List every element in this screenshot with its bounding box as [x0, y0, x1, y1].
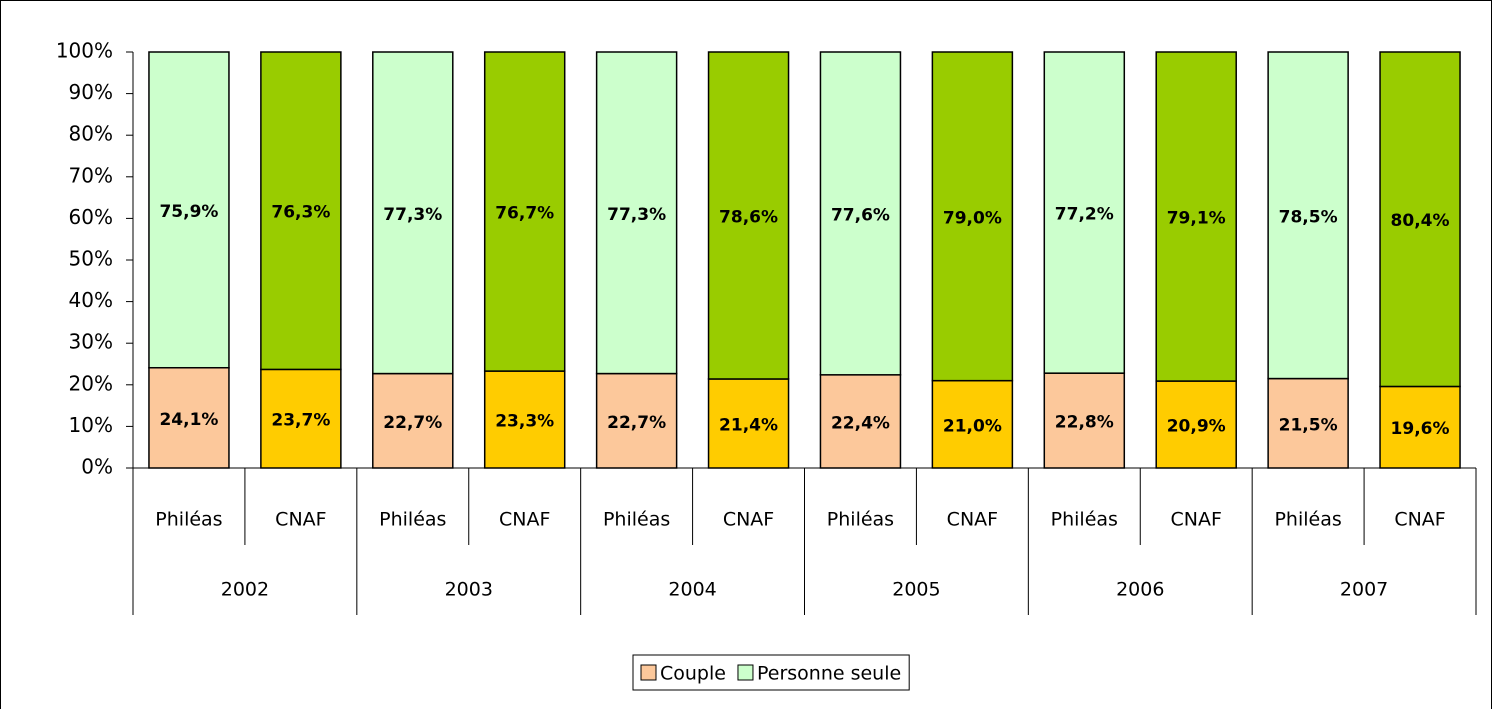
bar-segment — [1379, 51, 1461, 388]
y-tick-label: 20% — [69, 371, 113, 395]
data-label: 77,3% — [383, 205, 442, 225]
legend-label: Couple — [660, 663, 726, 685]
bar-segment — [148, 366, 230, 469]
bar-segment — [819, 51, 902, 376]
y-tick-label: 50% — [69, 247, 113, 271]
legend-label: Personne seule — [757, 663, 901, 685]
bar-segment — [819, 374, 902, 469]
group-label: 2004 — [668, 579, 716, 601]
data-label: 22,7% — [383, 413, 442, 433]
x-tick-label: Philéas — [827, 509, 894, 531]
bar-segment — [707, 51, 790, 380]
y-tick-label: 70% — [69, 163, 113, 187]
x-tick-label: Philéas — [155, 509, 222, 531]
bar-segment — [1379, 385, 1461, 469]
bar-segment — [707, 378, 790, 469]
x-tick-label: Philéas — [603, 509, 670, 531]
data-label: 22,4% — [831, 413, 890, 433]
bar-segment — [260, 51, 342, 371]
bar-segment — [148, 51, 230, 369]
data-label: 77,3% — [607, 205, 666, 225]
bar-segment — [1267, 377, 1349, 469]
data-label: 22,8% — [1055, 413, 1114, 433]
data-label: 80,4% — [1391, 211, 1450, 231]
bar-segment — [1043, 51, 1126, 374]
group-label: 2005 — [892, 579, 940, 601]
group-label: 2003 — [445, 579, 493, 601]
bar-segment — [1155, 380, 1237, 469]
bar-segment — [931, 379, 1014, 469]
bar-segment — [595, 51, 678, 375]
x-tick-label: CNAF — [499, 509, 550, 531]
bar-segment — [483, 51, 566, 372]
data-label: 22,7% — [607, 413, 666, 433]
x-tick-label: CNAF — [723, 509, 774, 531]
data-label: 75,9% — [159, 202, 218, 222]
x-tick-label: CNAF — [1394, 509, 1445, 531]
data-label: 78,5% — [1279, 207, 1338, 227]
x-tick-label: CNAF — [275, 509, 326, 531]
legend-swatch — [737, 664, 754, 681]
x-tick-label: Philéas — [1274, 509, 1341, 531]
bar-segment — [595, 372, 678, 469]
y-tick-label: 10% — [69, 413, 113, 437]
bar-segment — [1043, 372, 1126, 469]
data-label: 79,1% — [1167, 209, 1226, 229]
y-tick-label: 60% — [69, 205, 113, 229]
data-label: 79,0% — [943, 208, 1002, 228]
bar-segment — [260, 368, 342, 469]
data-label: 21,4% — [719, 415, 778, 435]
y-tick-label: 0% — [81, 455, 113, 479]
bar-segment — [931, 51, 1014, 382]
data-label: 23,3% — [495, 412, 554, 432]
bar-segment — [1267, 51, 1349, 380]
bar-segment — [1155, 51, 1237, 382]
data-label: 23,7% — [271, 411, 330, 431]
data-label: 78,6% — [719, 207, 778, 227]
y-tick-label: 80% — [69, 122, 113, 146]
data-label: 77,6% — [831, 205, 890, 225]
bar-segment — [372, 51, 454, 375]
data-label: 76,7% — [495, 204, 554, 224]
y-tick-label: 90% — [69, 80, 113, 104]
data-label: 77,2% — [1055, 205, 1114, 225]
x-tick-label: Philéas — [379, 509, 446, 531]
group-label: 2002 — [221, 579, 269, 601]
data-label: 21,5% — [1279, 415, 1338, 435]
y-tick-label: 100% — [56, 39, 113, 63]
data-label: 21,0% — [943, 416, 1002, 436]
x-tick-label: CNAF — [947, 509, 998, 531]
data-label: 20,9% — [1167, 417, 1226, 437]
y-tick-label: 30% — [69, 330, 113, 354]
data-label: 76,3% — [271, 203, 330, 223]
data-label: 24,1% — [159, 410, 218, 430]
x-tick-label: Philéas — [1051, 509, 1118, 531]
legend-swatch — [640, 664, 657, 681]
legend-box — [632, 654, 910, 691]
data-label: 19,6% — [1391, 419, 1450, 439]
x-tick-label: CNAF — [1171, 509, 1222, 531]
group-label: 2007 — [1340, 579, 1388, 601]
y-tick-label: 40% — [69, 288, 113, 312]
group-label: 2006 — [1116, 579, 1164, 601]
